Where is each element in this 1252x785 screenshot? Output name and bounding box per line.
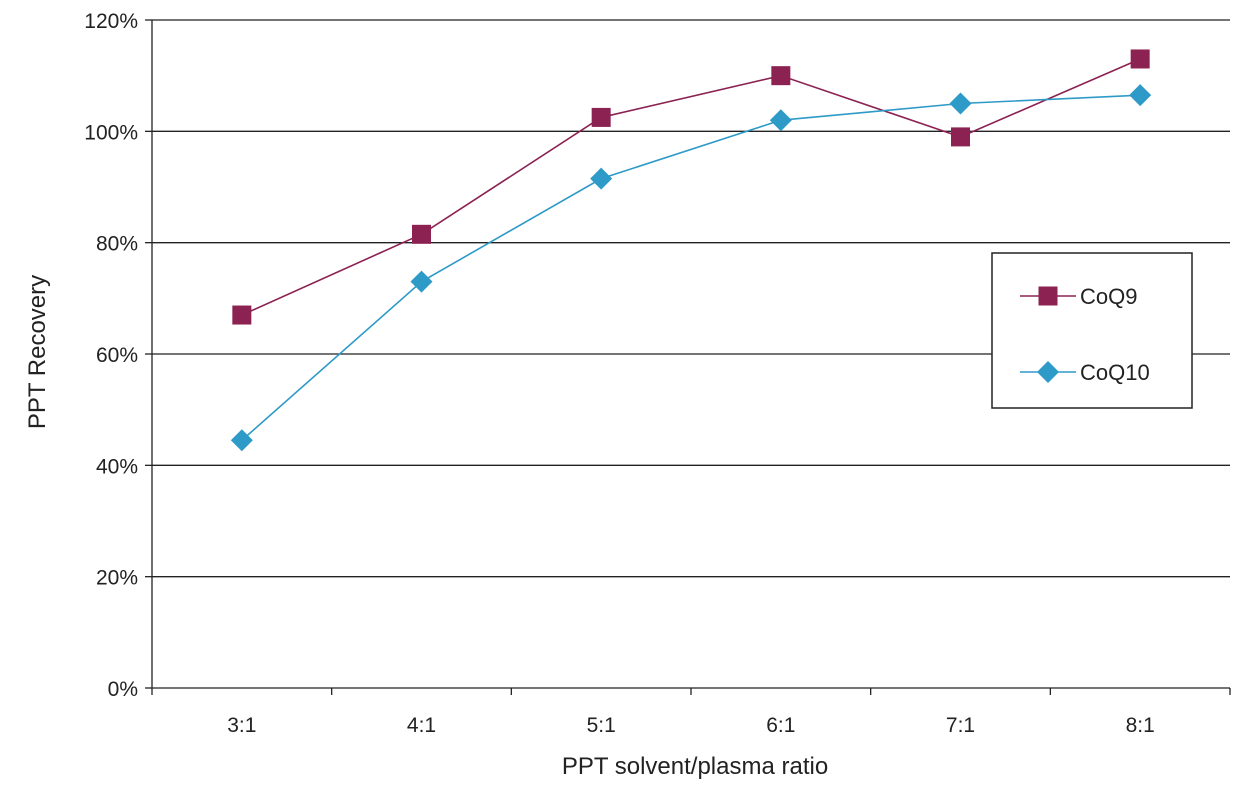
y-axis-title: PPT Recovery: [24, 275, 51, 429]
x-tick-labels: 3:1 4:1 5:1 6:1 7:1 8:1: [227, 714, 1155, 737]
legend-items: CoQ9 CoQ10: [1020, 284, 1150, 385]
y-tick-label: 0%: [108, 678, 138, 701]
series-line: [241, 94, 1141, 441]
gridlines: [152, 19, 1230, 578]
data-point: [1129, 84, 1152, 107]
y-tick-label: 120%: [84, 10, 138, 33]
data-point: [951, 127, 970, 147]
y-tick-label: 80%: [96, 233, 138, 256]
y-tick-label: 20%: [96, 567, 138, 590]
x-tick-label: 4:1: [407, 714, 436, 737]
legend-label: CoQ9: [1080, 284, 1137, 309]
x-tick-label: 5:1: [587, 714, 616, 737]
legend-item: CoQ9: [1020, 284, 1137, 309]
legend-marker: [1037, 361, 1059, 383]
series-layer: [230, 49, 1152, 452]
data-point: [410, 270, 433, 293]
legend-item: CoQ10: [1020, 360, 1150, 385]
y-tick-labels: 0% 20% 40% 60% 80% 100% 120%: [84, 10, 138, 701]
data-point: [1130, 49, 1150, 69]
x-tick-label: 6:1: [766, 714, 795, 737]
data-point: [590, 167, 613, 190]
data-point: [949, 92, 972, 115]
legend-marker: [1038, 286, 1058, 306]
x-tick-label: 3:1: [227, 714, 256, 737]
data-point: [771, 66, 791, 86]
data-point: [591, 107, 611, 127]
series-coq10: [230, 84, 1152, 452]
legend-box: [991, 252, 1193, 409]
legend-label: CoQ10: [1080, 360, 1150, 385]
x-tick-label: 7:1: [946, 714, 975, 737]
data-point: [232, 305, 252, 325]
legend: CoQ9 CoQ10: [991, 252, 1193, 409]
series-coq9: [232, 49, 1150, 325]
data-point: [769, 109, 792, 132]
y-tick-label: 100%: [84, 121, 138, 144]
data-point: [230, 429, 253, 452]
x-axis-title: PPT solvent/plasma ratio: [562, 753, 828, 780]
x-tick-label: 8:1: [1126, 714, 1155, 737]
data-point: [412, 224, 431, 244]
axes: [145, 19, 1231, 695]
y-tick-label: 40%: [96, 455, 138, 478]
series-line: [241, 58, 1141, 316]
y-tick-label: 60%: [96, 344, 138, 367]
